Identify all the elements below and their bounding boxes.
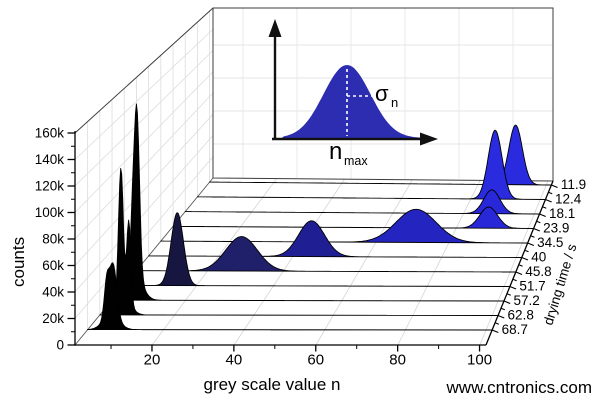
z-tick-label: 18.1 [549,206,575,221]
z-tick-label: 68.7 [502,322,528,337]
y-tick-label: 140k [35,152,65,167]
x-tick-label: 80 [389,352,406,369]
z-tick-label: 51.7 [519,278,545,293]
inset-curve [280,65,431,139]
inset-up-arrow-icon [268,19,282,37]
y-tick-label: 80k [42,232,64,247]
inset-sigma-label: σ [375,81,389,106]
chart-render-root: 0 20k 40k 60k 80k 100k 120k 140k 160k 20 40 60 80 100… [35,7,586,369]
waterfall-series-18.1 [184,189,540,215]
y-tick-label: 20k [42,311,64,326]
x-axis-title: grey scale value n [203,375,340,394]
y-tick-label: 160k [35,126,65,141]
z-tick-label: 45.8 [525,264,551,279]
waterfall-series-34.5 [160,208,528,244]
x-axis-ticks: 20 40 60 80 100 [110,345,492,369]
inset-nmax-subscript: max [344,154,368,168]
inset-right-arrow-icon [420,132,438,146]
waterfall-series-23.9 [172,206,534,229]
waterfall-series-12.4 [196,129,546,200]
y-tick-label: 120k [35,179,65,194]
floor-grid [151,178,549,346]
axes [74,131,554,346]
y-tick-label: 0 [56,338,64,353]
z-tick-label: 34.5 [537,235,563,250]
waterfall-series-68.7 [87,262,493,331]
inset-nmax-label: n [329,138,342,165]
y-tick-label: 40k [42,285,64,300]
z-tick-label: 62.8 [508,307,534,322]
z-tick-label: 11.9 [561,177,586,192]
x-tick-label: 100 [467,352,492,369]
z-tick-label: 57.2 [513,293,539,308]
z-axis-ticks: 11.912.418.123.934.54045.851.757.262.868… [491,177,586,337]
waterfall-series-62.8 [99,167,499,316]
left-wall-grid [74,11,214,330]
inset-sigma-subscript: n [391,95,398,110]
y-tick-label: 100k [35,205,65,220]
x-tick-label: 60 [307,352,324,369]
z-tick-label: 40 [531,249,546,264]
watermark-text: www.cntronics.com [446,378,592,397]
x-tick-label: 20 [144,352,161,369]
series-group [87,103,552,331]
z-tick-label: 12.4 [555,191,582,206]
inset-gaussian-diagram [268,19,438,146]
waterfall-series-40 [148,220,523,258]
waterfall-series-45.8 [135,236,517,273]
y-tick-label: 60k [42,258,64,273]
z-tick-label: 23.9 [543,220,569,235]
waterfall-series-51.7 [123,212,511,287]
y-axis-title: counts [9,237,28,287]
z-axis-title: drying time / s [541,242,580,327]
waterfall-series-57.2 [111,103,505,302]
x-tick-label: 40 [226,352,243,369]
y-axis-ticks: 0 20k 40k 60k 80k 100k 120k 140k 160k [35,126,75,353]
